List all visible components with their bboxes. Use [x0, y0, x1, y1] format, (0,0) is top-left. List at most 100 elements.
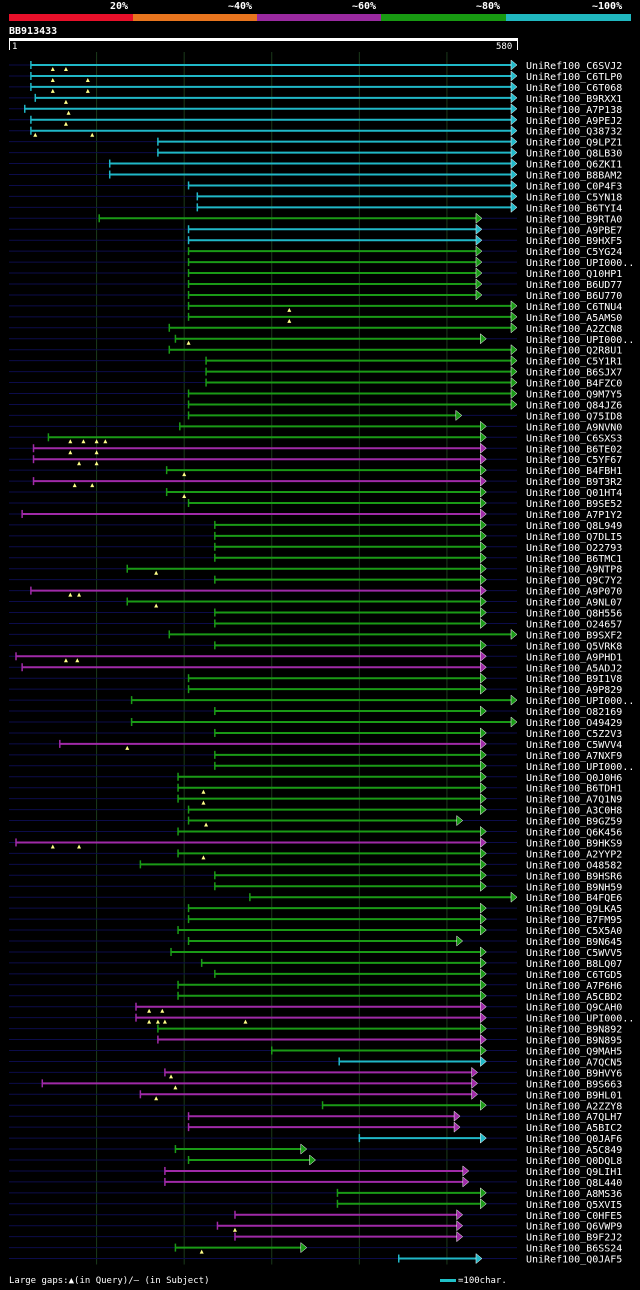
hit-arrow	[480, 1055, 487, 1067]
hit-label: UniRef100_C6TLP0	[526, 72, 622, 83]
hit-arrow	[480, 1023, 487, 1035]
query-name: BB913433	[9, 26, 58, 37]
hit-label: UniRef100_O82169	[526, 707, 622, 718]
legend-label-80: ~80%	[476, 1, 501, 12]
hit-label: UniRef100_B4FQE6	[526, 893, 622, 904]
hit-label: UniRef100_Q8L440	[526, 1178, 622, 1189]
hit-arrow	[300, 1143, 308, 1155]
hit-label: UniRef100_UPI000..	[526, 696, 634, 707]
hit-arrow	[480, 420, 487, 432]
hit-label: UniRef100_B8BAM2	[526, 171, 622, 182]
hit-arrow	[510, 322, 518, 334]
hit-arrow	[480, 836, 487, 848]
hit-label: UniRef100_Q5VRK8	[526, 641, 622, 652]
query-gap-marker	[147, 1019, 152, 1024]
hit-label: UniRef100_B6UD77	[526, 280, 622, 291]
hit-arrow	[480, 508, 487, 520]
hit-label: UniRef100_B9SE52	[526, 499, 622, 510]
hit-arrow	[510, 716, 518, 728]
hit-arrow	[471, 1088, 478, 1100]
query-gap-marker	[232, 1227, 237, 1232]
hit-arrow	[480, 585, 487, 597]
hit-label: UniRef100_A7QLH7	[526, 1112, 622, 1123]
hit-arrow	[510, 92, 518, 104]
legend-label-100: ~100%	[592, 1, 623, 12]
query-gap-marker	[94, 461, 99, 466]
query-gap-marker	[68, 439, 73, 444]
footer-gap-legend: Large gaps:▲(in Query)/— (in Subject)	[9, 1276, 210, 1286]
legend-labels: 20% ~40% ~60% ~80% ~100%	[0, 0, 640, 14]
hit-label: UniRef100_C0HFE5	[526, 1211, 622, 1222]
query-gap-marker	[162, 1019, 167, 1024]
hit-label: UniRef100_UPI000..	[526, 258, 634, 269]
hit-arrow	[456, 935, 464, 947]
legend-label-60: ~60%	[352, 1, 377, 12]
hit-arrow	[480, 771, 487, 783]
hit-arrow	[480, 661, 487, 673]
hit-arrow	[510, 59, 518, 71]
hit-label: UniRef100_A8MS36	[526, 1189, 622, 1200]
hit-arrow	[510, 136, 518, 148]
hit-arrow	[510, 114, 518, 126]
hit-label: UniRef100_A2ZCN8	[526, 324, 622, 335]
hit-arrow	[480, 639, 487, 651]
hit-label: UniRef100_A7QCN5	[526, 1057, 622, 1068]
query-gap-marker	[201, 800, 206, 805]
hit-label: UniRef100_B7FM95	[526, 915, 622, 926]
hit-arrow	[480, 574, 487, 586]
hit-arrow	[475, 1253, 483, 1265]
hit-label: UniRef100_Q38732	[526, 127, 622, 138]
hit-label: UniRef100_B4FBH1	[526, 466, 622, 477]
hit-label: UniRef100_UPI000..	[526, 1014, 634, 1025]
hit-label: UniRef100_B9T3R2	[526, 477, 622, 488]
hit-label: UniRef100_Q8LB30	[526, 149, 622, 160]
hit-label: UniRef100_A5C849	[526, 1145, 622, 1156]
hit-arrow	[510, 694, 518, 706]
hit-label: UniRef100_Q9LKA5	[526, 904, 622, 915]
query-gap-marker	[287, 307, 292, 312]
hit-label: UniRef100_B9HVY6	[526, 1068, 622, 1079]
hit-arrow	[510, 70, 518, 82]
query-gap-marker	[63, 99, 68, 104]
hit-label: UniRef100_Q84JZ6	[526, 400, 622, 411]
hit-arrow	[480, 858, 487, 870]
hit-arrow	[456, 1231, 464, 1243]
ruler-start-label: 1	[12, 42, 18, 52]
hit-arrow	[510, 387, 518, 400]
scale-bar	[440, 1279, 456, 1282]
hit-arrow	[480, 1187, 487, 1199]
hit-label: UniRef100_B9I1V8	[526, 674, 622, 685]
hit-label: UniRef100_Q8H556	[526, 609, 622, 620]
hit-arrow	[480, 705, 487, 717]
hit-arrow	[462, 1165, 470, 1177]
hit-label: UniRef100_A5ADJ2	[526, 663, 622, 674]
hit-arrow	[510, 158, 518, 170]
hit-arrow	[300, 1242, 308, 1254]
hit-label: UniRef100_Q6VWP9	[526, 1222, 622, 1233]
hit-arrow	[456, 1220, 464, 1232]
hit-arrow	[480, 683, 487, 695]
hit-label: UniRef100_B6TE02	[526, 444, 622, 455]
hit-arrow	[480, 1198, 487, 1210]
hit-label: UniRef100_C6SVJ2	[526, 61, 622, 72]
query-gap-marker	[85, 77, 90, 82]
query-gap-marker	[85, 88, 90, 93]
hit-arrow	[475, 289, 483, 301]
hit-label: UniRef100_Q0DQL8	[526, 1156, 622, 1167]
query-gap-marker	[75, 658, 80, 663]
legend-swatch-80	[381, 14, 506, 21]
hit-arrow	[480, 793, 487, 805]
legend-label-40: ~40%	[228, 1, 253, 12]
hit-label: UniRef100_UPI000..	[526, 335, 634, 346]
hit-arrow	[480, 672, 487, 684]
hit-arrow	[480, 979, 487, 991]
hit-arrow	[510, 377, 518, 389]
hit-label: UniRef100_B6TMC1	[526, 554, 622, 565]
hit-label: UniRef100_Q9MAH5	[526, 1047, 622, 1058]
hit-arrow	[480, 1001, 487, 1013]
hit-arrow	[480, 825, 487, 838]
hit-label: UniRef100_B9N892	[526, 1025, 622, 1036]
hit-label: UniRef100_Q0JAF6	[526, 1134, 622, 1145]
hit-arrow	[510, 355, 518, 367]
hit-label: UniRef100_A9P829	[526, 685, 622, 696]
